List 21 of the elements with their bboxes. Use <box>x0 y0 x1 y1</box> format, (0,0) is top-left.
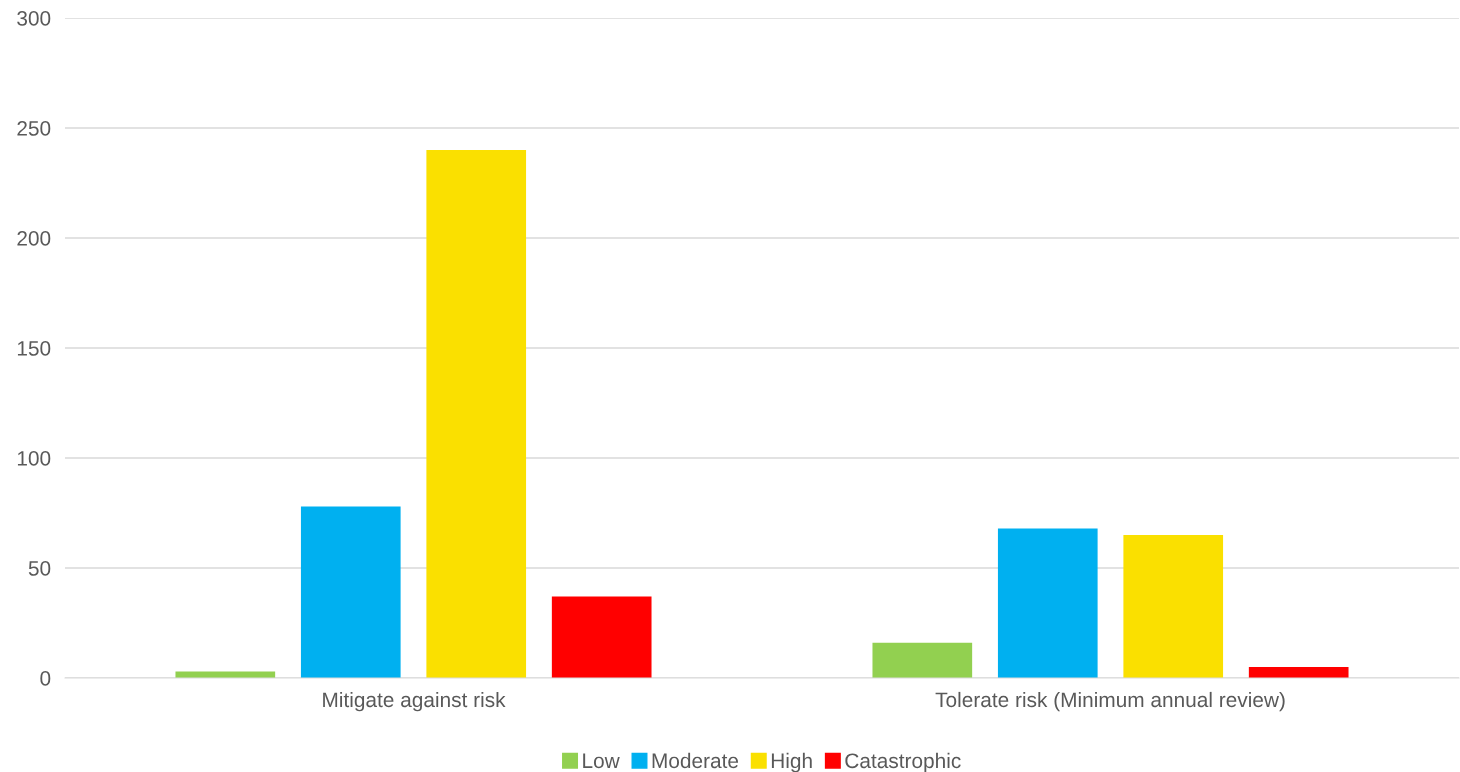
legend-label: Moderate <box>652 752 739 769</box>
x-tick-label: Mitigate against risk <box>323 691 506 712</box>
legend-label: Catastrophic <box>845 752 961 772</box>
bar <box>872 642 973 678</box>
bar <box>426 150 527 678</box>
bar <box>551 596 652 678</box>
bar <box>300 506 401 678</box>
y-tick-label: 200 <box>17 231 51 246</box>
y-tick-label: 50 <box>28 561 51 576</box>
y-tick-label: 300 <box>17 11 51 26</box>
legend-label: Low <box>583 753 620 769</box>
bar <box>1123 535 1224 678</box>
y-tick-label: 100 <box>17 451 51 466</box>
y-tick-label: 250 <box>17 121 51 136</box>
y-tick-label: 150 <box>17 341 51 356</box>
bar <box>175 671 276 678</box>
legend-label: High <box>771 752 812 772</box>
bar <box>1248 667 1349 678</box>
y-tick-label: 0 <box>40 671 51 686</box>
x-tick-label: Tolerate risk (Minimum annual review) <box>935 691 1285 712</box>
bar <box>997 528 1098 678</box>
